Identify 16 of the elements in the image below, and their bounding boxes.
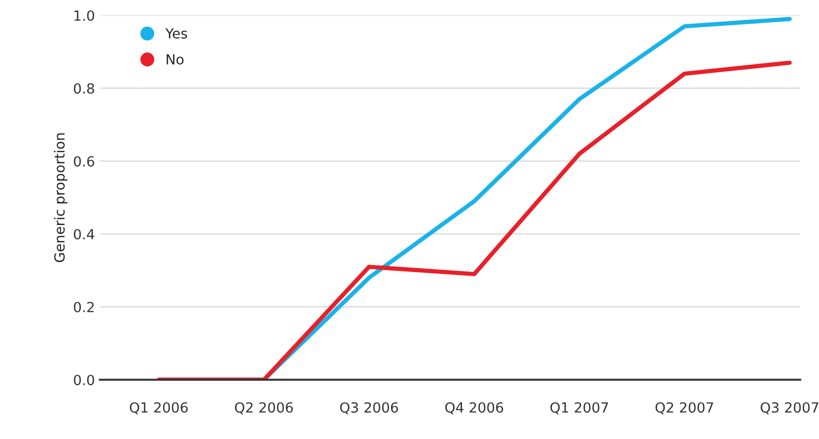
legend-label: No <box>166 54 184 65</box>
x-tick-label: Q1 2007 <box>550 402 608 414</box>
y-tick-label: 1.0 <box>74 10 94 21</box>
x-tick-label: Q2 2006 <box>234 402 293 414</box>
x-tick-label: Q3 2007 <box>760 402 818 414</box>
x-tick-label: Q2 2007 <box>656 402 714 414</box>
legend-label: Yes <box>165 28 188 39</box>
y-tick-label: 0.2 <box>74 302 94 312</box>
y-tick-label: 0.4 <box>74 228 94 240</box>
y-axis-title: Generic proportion <box>54 133 68 262</box>
x-tick-label: Q1 2006 <box>130 402 188 414</box>
y-tick-label: 0.0 <box>74 374 94 386</box>
x-tick-label: Q3 2006 <box>340 402 398 414</box>
y-tick-label: 0.8 <box>74 83 94 94</box>
y-tick-label: 0.6 <box>74 156 94 167</box>
x-tick-label: Q4 2006 <box>445 402 504 414</box>
